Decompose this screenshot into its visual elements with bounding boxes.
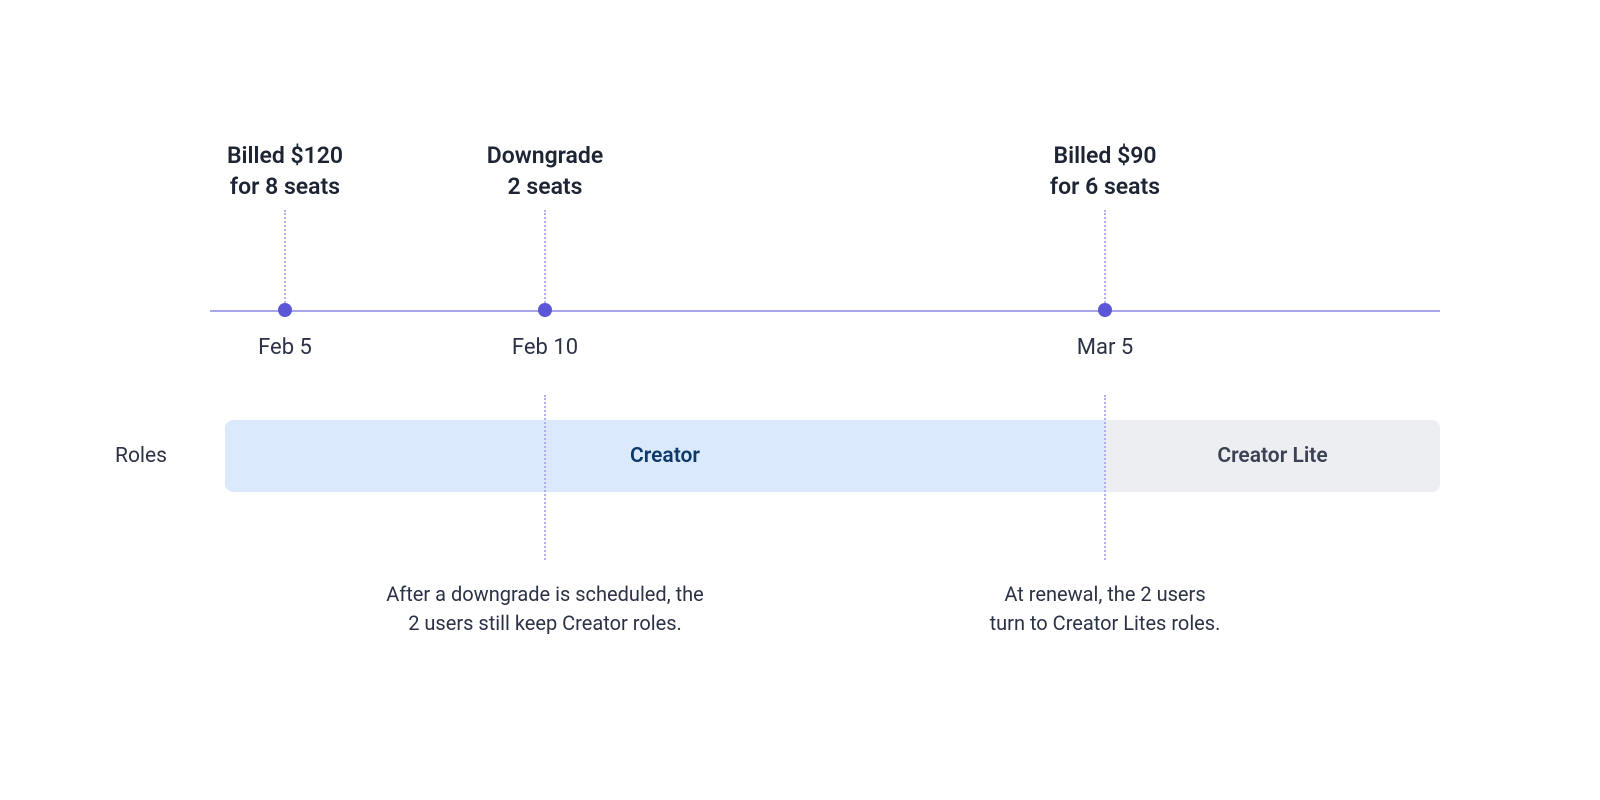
event-dotted-bottom-2 (1104, 395, 1106, 560)
event-label-line2: for 6 seats (1050, 171, 1160, 202)
event-label-line1: Billed $120 (227, 140, 343, 171)
event-dotted-top-2 (1104, 210, 1106, 303)
event-label-downgrade: Downgrade 2 seats (487, 140, 603, 202)
event-dotted-top-1 (544, 210, 546, 303)
event-note-line2: turn to Creator Lites roles. (990, 609, 1221, 638)
event-label-line1: Downgrade (487, 140, 603, 171)
event-note-line2: 2 users still keep Creator roles. (386, 609, 704, 638)
role-segment-creator-lite: Creator Lite (1105, 420, 1440, 492)
timeline-diagram: Roles Creator Creator Lite Billed $120 f… (0, 0, 1600, 800)
event-dotted-top-0 (284, 210, 286, 303)
event-label-billed-initial: Billed $120 for 8 seats (227, 140, 343, 202)
event-dot-billed-initial (278, 303, 292, 317)
event-dotted-bottom-1 (544, 395, 546, 560)
event-note-2: At renewal, the 2 users turn to Creator … (990, 580, 1221, 638)
role-segment-creator: Creator (225, 420, 1105, 492)
event-label-line2: 2 seats (487, 171, 603, 202)
event-label-line2: for 8 seats (227, 171, 343, 202)
event-note-line1: At renewal, the 2 users (990, 580, 1221, 609)
event-note-line1: After a downgrade is scheduled, the (386, 580, 704, 609)
timeline-axis (210, 310, 1440, 312)
event-label-line1: Billed $90 (1050, 140, 1160, 171)
event-label-billed-renewal: Billed $90 for 6 seats (1050, 140, 1160, 202)
event-dot-downgrade (538, 303, 552, 317)
event-date-0: Feb 5 (258, 335, 312, 360)
event-dot-billed-renewal (1098, 303, 1112, 317)
roles-label: Roles (115, 444, 167, 468)
event-date-2: Mar 5 (1077, 335, 1133, 360)
event-note-1: After a downgrade is scheduled, the 2 us… (386, 580, 704, 638)
event-date-1: Feb 10 (512, 335, 578, 360)
